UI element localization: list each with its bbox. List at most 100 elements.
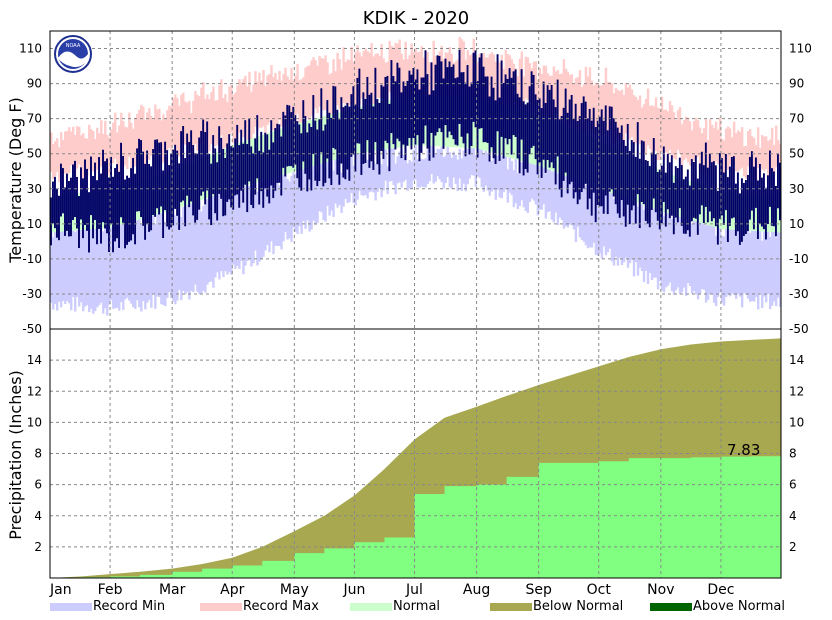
temperature-bar [228, 134, 231, 200]
temperature-bar [68, 127, 71, 174]
temperature-bar [712, 226, 716, 303]
temperature-bar [180, 94, 183, 144]
temperature-bar [682, 120, 686, 161]
temperature-bar [760, 135, 764, 170]
temperature-bar [160, 142, 163, 207]
temperature-bar [398, 151, 401, 183]
temperature-bar [84, 159, 86, 225]
temperature-bar [356, 45, 359, 97]
temperature-bar [504, 49, 508, 98]
temperature-bar [78, 126, 81, 165]
temperature-bar [324, 55, 327, 110]
temperature-bar [268, 149, 271, 204]
temperature-bar [634, 96, 638, 144]
temperature-bar [340, 172, 343, 213]
temperature-bar [734, 230, 738, 299]
temperature-bar [236, 85, 239, 143]
temperature-bar [430, 62, 433, 133]
temperature-bar [688, 121, 692, 166]
temperature-bar [558, 119, 561, 190]
temperature-bar [384, 140, 387, 181]
temperature-bar [498, 97, 501, 161]
precipitation-tick-right: 2 [789, 540, 797, 554]
temperature-bar [108, 137, 111, 175]
temperature-bar [174, 144, 177, 209]
temperature-bar [180, 131, 183, 203]
temperature-bar [110, 156, 112, 225]
temperature-bar [572, 83, 576, 131]
temperature-bar [88, 225, 91, 313]
temperature-bar [670, 218, 674, 292]
temperature-bar [348, 165, 351, 203]
temperature-bar [662, 216, 666, 293]
temperature-bar [674, 119, 678, 160]
temperature-tick-left: -50 [22, 322, 42, 336]
temperature-bar [772, 171, 775, 227]
temperature-bar [118, 125, 121, 173]
legend-item: Normal [350, 599, 440, 614]
temperature-bar [272, 142, 275, 199]
temperature-bar [630, 192, 634, 260]
temperature-bar [130, 122, 133, 170]
temperature-bar [552, 99, 555, 169]
temperature-bar [582, 96, 585, 189]
temperature-bar [246, 86, 249, 145]
temperature-bar [228, 182, 231, 273]
temperature-bar [536, 171, 540, 216]
temperature-bar [108, 215, 111, 305]
temperature-bar [616, 127, 619, 214]
plot-frame [49, 30, 782, 579]
temperature-bar [92, 223, 95, 314]
temperature-bar [488, 54, 491, 106]
temperature-bar [466, 65, 469, 134]
temperature-bar [206, 199, 209, 285]
temperature-bar [538, 68, 542, 113]
temperature-bar [680, 124, 684, 166]
temperature-bar [336, 160, 339, 208]
temperature-bar [68, 224, 71, 304]
temperature-bar [590, 186, 594, 248]
temperature-bar [96, 180, 98, 245]
temperature-bar [774, 237, 778, 307]
temperature-bar [408, 70, 411, 138]
temperature-bar [520, 162, 524, 201]
temperature-bar [138, 109, 141, 161]
temperature-bar [390, 143, 393, 181]
temperature-bar [210, 195, 213, 282]
temperature-bar [746, 174, 749, 232]
temperature-bar [230, 84, 233, 133]
precipitation-tick-right: 4 [789, 509, 797, 523]
temperature-bar [614, 87, 618, 138]
temperature-bar [128, 177, 131, 242]
temperature-bar [514, 69, 517, 137]
temperature-bar [66, 227, 69, 302]
temperature-bar [66, 173, 68, 231]
temperature-bar [490, 160, 493, 192]
temperature-bar [146, 112, 149, 152]
temperature-bar [272, 189, 275, 255]
temperature-bar [392, 145, 395, 186]
temperature-bar [638, 158, 641, 229]
temperature-bar [140, 140, 143, 218]
temperature-bar [70, 236, 73, 311]
temperature-bar [668, 162, 671, 219]
temperature-bar [242, 79, 245, 138]
temperature-bar [156, 139, 159, 209]
temperature-bar [170, 153, 173, 228]
temperature-bar [302, 100, 305, 162]
temperature-bar [464, 82, 467, 157]
temperature-bar [594, 191, 598, 255]
legend-swatch [50, 603, 92, 611]
temperature-bar [490, 52, 493, 97]
temperature-bar [570, 162, 574, 226]
temperature-bar [524, 104, 527, 169]
temperature-bar [638, 95, 642, 144]
temperature-bar [370, 42, 373, 98]
temperature-bar [404, 41, 407, 96]
legend-swatch [650, 603, 692, 611]
temperature-bar [260, 80, 263, 128]
temperature-bar [410, 74, 413, 150]
temperature-bar [126, 204, 129, 298]
temperature-bar [396, 62, 399, 139]
temperature-bar [320, 157, 323, 213]
